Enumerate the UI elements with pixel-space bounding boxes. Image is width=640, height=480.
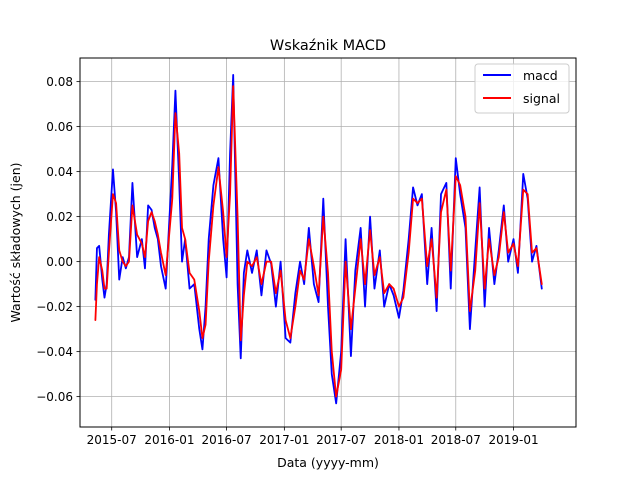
y-tick-label: 0.08 <box>46 75 73 89</box>
y-tick-label: 0.00 <box>46 255 73 269</box>
y-tick-label: 0.04 <box>46 165 73 179</box>
axis-ticks: 2015-07 2016-01 2016-07 2017-01 2017-07 2018-… <box>36 75 538 447</box>
x-tick-label: 2018-01 <box>374 433 424 447</box>
y-tick-label: −0.06 <box>36 390 73 404</box>
y-tick-label: 0.02 <box>46 210 73 224</box>
x-tick-label: 2015-07 <box>87 433 137 447</box>
legend-label-signal: signal <box>523 91 560 106</box>
x-axis-label: Data (yyyy-mm) <box>277 455 379 470</box>
x-tick-label: 2019-01 <box>488 433 538 447</box>
chart-title: Wskaźnik MACD <box>270 38 386 54</box>
y-tick-label: −0.04 <box>36 345 73 359</box>
y-axis-label: Wartość składowych (jen) <box>8 162 23 322</box>
plot-background <box>80 58 576 427</box>
plot-frame <box>79 57 577 428</box>
legend-label-macd: macd <box>523 68 558 83</box>
legend-box <box>474 63 570 114</box>
y-tick-label: 0.06 <box>46 120 73 134</box>
x-tick-label: 2018-07 <box>431 433 481 447</box>
x-tick-label: 2017-07 <box>316 433 366 447</box>
y-tick-label: −0.02 <box>36 300 73 314</box>
x-tick-label: 2017-01 <box>259 433 309 447</box>
legend: macd signal <box>474 63 570 114</box>
series-layer <box>94 73 543 405</box>
x-tick-label: 2016-01 <box>144 433 194 447</box>
series-line-signal <box>94 85 543 398</box>
x-tick-label: 2016-07 <box>202 433 252 447</box>
